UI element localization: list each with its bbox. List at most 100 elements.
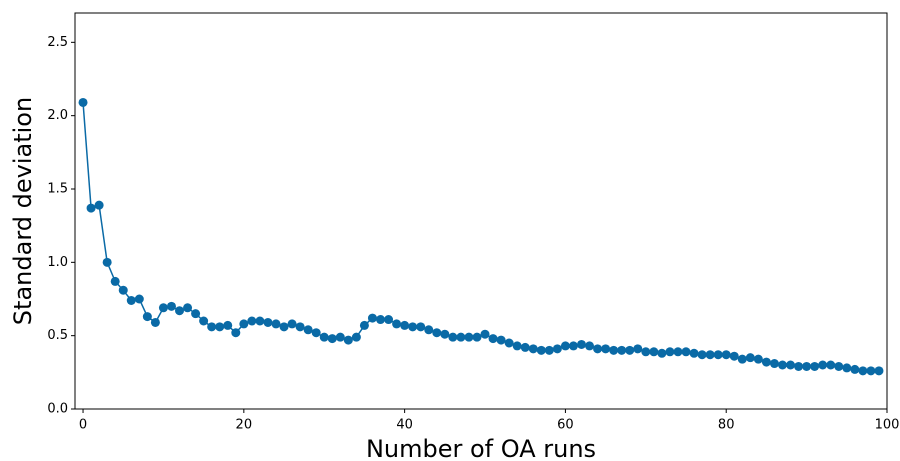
marker xyxy=(512,341,522,351)
marker xyxy=(416,322,426,332)
marker xyxy=(408,322,418,332)
marker xyxy=(392,319,402,329)
x-tick-label: 20 xyxy=(236,418,253,433)
marker xyxy=(134,294,144,304)
marker xyxy=(729,351,739,361)
marker xyxy=(118,285,128,295)
marker xyxy=(110,276,120,286)
marker xyxy=(786,360,796,370)
marker xyxy=(552,344,562,354)
marker xyxy=(223,320,233,330)
marker xyxy=(568,341,578,351)
marker xyxy=(400,320,410,330)
marker xyxy=(199,316,209,326)
marker xyxy=(713,350,723,360)
marker xyxy=(665,347,675,357)
marker xyxy=(166,301,176,311)
marker xyxy=(311,328,321,338)
marker xyxy=(576,339,586,349)
marker xyxy=(175,306,185,316)
marker xyxy=(649,347,659,357)
marker xyxy=(255,316,265,326)
marker xyxy=(448,332,458,342)
marker xyxy=(761,357,771,367)
marker xyxy=(295,322,305,332)
marker xyxy=(617,345,627,355)
marker xyxy=(769,359,779,369)
marker xyxy=(78,97,88,107)
marker xyxy=(504,338,514,348)
y-axis-label: Standard deviation xyxy=(9,97,37,325)
marker xyxy=(424,325,434,335)
marker xyxy=(777,360,787,370)
marker xyxy=(319,332,329,342)
marker xyxy=(271,319,281,329)
marker xyxy=(794,361,804,371)
marker xyxy=(94,200,104,210)
marker xyxy=(86,203,96,213)
marker xyxy=(464,332,474,342)
marker xyxy=(142,312,152,322)
marker xyxy=(239,319,249,329)
marker xyxy=(810,361,820,371)
marker xyxy=(536,345,546,355)
marker xyxy=(657,348,667,358)
marker xyxy=(351,332,361,342)
marker xyxy=(263,317,273,327)
marker xyxy=(376,315,386,325)
marker xyxy=(191,309,201,319)
x-tick-label: 0 xyxy=(79,418,87,433)
marker xyxy=(834,361,844,371)
marker xyxy=(367,313,377,323)
marker xyxy=(689,348,699,358)
marker xyxy=(673,347,683,357)
marker xyxy=(842,363,852,373)
marker xyxy=(721,350,731,360)
y-tick-label: 2.5 xyxy=(47,35,68,50)
marker xyxy=(183,303,193,313)
line xyxy=(82,102,879,372)
marker xyxy=(818,360,828,370)
marker xyxy=(247,316,257,326)
marker xyxy=(303,325,313,335)
marker xyxy=(359,320,369,330)
marker xyxy=(231,328,241,338)
marker xyxy=(593,344,603,354)
marker xyxy=(150,317,160,327)
marker xyxy=(215,322,225,332)
marker xyxy=(472,332,482,342)
marker xyxy=(327,334,337,344)
marker xyxy=(488,334,498,344)
marker xyxy=(456,332,466,342)
y-tick-label: 1.0 xyxy=(47,255,68,270)
marker xyxy=(528,344,538,354)
marker xyxy=(343,335,353,345)
y-tick-label: 1.5 xyxy=(47,182,68,197)
marker xyxy=(681,347,691,357)
marker xyxy=(520,342,530,352)
marker xyxy=(705,350,715,360)
marker xyxy=(697,350,707,360)
marker xyxy=(866,366,876,376)
marker xyxy=(480,329,490,339)
marker xyxy=(874,366,884,376)
marker xyxy=(496,335,506,345)
marker xyxy=(609,345,619,355)
marker xyxy=(544,345,554,355)
marker xyxy=(802,361,812,371)
marker xyxy=(753,354,763,364)
marker xyxy=(287,319,297,329)
x-axis-label: Number of OA runs xyxy=(366,435,596,461)
marker xyxy=(432,328,442,338)
marker xyxy=(737,354,747,364)
marker xyxy=(126,295,136,305)
marker xyxy=(633,344,643,354)
marker xyxy=(102,257,112,267)
marker xyxy=(335,332,345,342)
x-tick-label: 80 xyxy=(718,418,735,433)
marker xyxy=(279,322,289,332)
marker xyxy=(601,344,611,354)
marker xyxy=(560,341,570,351)
marker xyxy=(850,364,860,374)
marker xyxy=(858,366,868,376)
